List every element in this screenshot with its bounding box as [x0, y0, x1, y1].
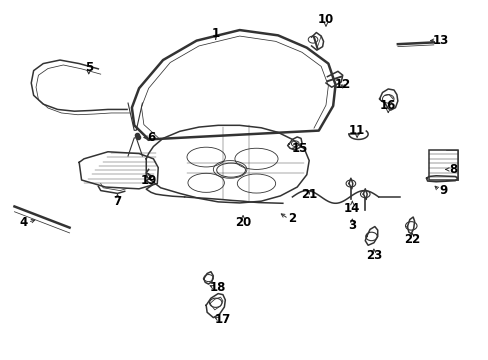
Text: 19: 19 [140, 174, 157, 186]
Text: 10: 10 [317, 13, 333, 26]
Text: 11: 11 [348, 124, 365, 137]
Text: 13: 13 [432, 34, 448, 47]
Text: 14: 14 [344, 202, 360, 215]
Text: 2: 2 [288, 212, 296, 225]
Text: 18: 18 [209, 281, 226, 294]
Text: 20: 20 [234, 216, 251, 229]
Text: 15: 15 [291, 142, 307, 155]
Text: 17: 17 [214, 313, 231, 326]
Text: 8: 8 [448, 163, 456, 176]
Text: 16: 16 [379, 99, 396, 112]
Text: 7: 7 [113, 195, 122, 208]
Text: 22: 22 [403, 234, 420, 247]
Text: 12: 12 [334, 78, 350, 91]
Text: 5: 5 [84, 60, 93, 73]
Text: 6: 6 [146, 131, 155, 144]
Text: 21: 21 [301, 188, 317, 201]
Text: 1: 1 [211, 27, 220, 40]
Text: 23: 23 [365, 249, 381, 262]
Text: 4: 4 [20, 216, 28, 229]
Text: 9: 9 [438, 184, 447, 197]
Text: 3: 3 [347, 219, 356, 232]
